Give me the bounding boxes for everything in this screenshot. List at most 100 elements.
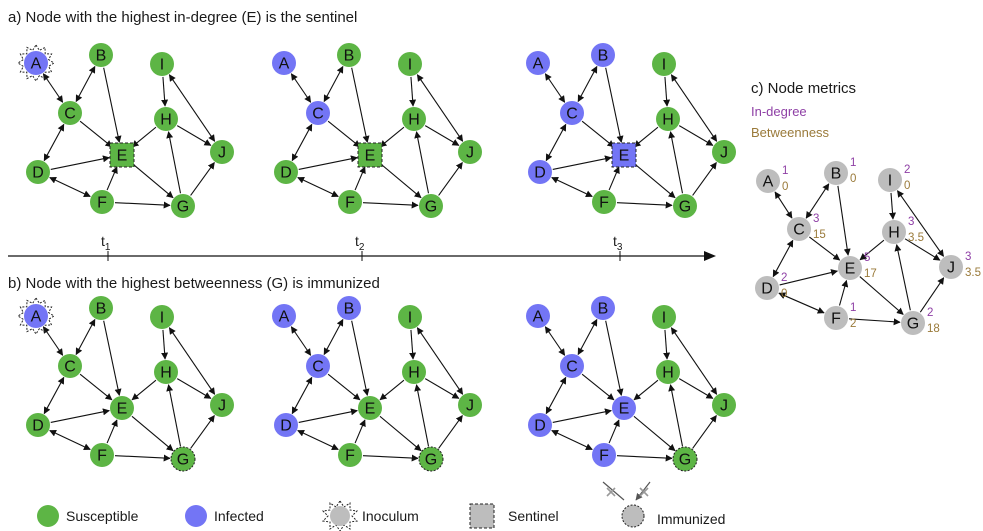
node-label: A	[763, 174, 774, 191]
node-circle	[58, 101, 82, 125]
metrics-legend-in-degree: In-degree	[751, 104, 807, 119]
edge-m-I-J	[897, 190, 944, 257]
node-circle	[458, 140, 482, 164]
node-circle	[591, 296, 615, 320]
node-e: E	[357, 142, 383, 168]
edge-I-J	[416, 74, 464, 142]
edge-H-E	[633, 379, 659, 401]
edge-H-E	[379, 379, 405, 401]
node-f: F	[90, 190, 114, 214]
node-label: G	[679, 199, 691, 216]
node-circle	[306, 101, 330, 125]
edge-B-C	[323, 318, 344, 356]
node-e: E	[612, 396, 636, 420]
node-circle	[824, 306, 848, 330]
betweenness-value: 3.5	[908, 232, 924, 244]
node-label: E	[365, 148, 376, 165]
node-circle	[90, 190, 114, 214]
betweenness-value: 2	[850, 318, 856, 330]
node-d: D	[528, 413, 552, 437]
node-c: C	[306, 101, 330, 125]
node-label: B	[96, 48, 107, 65]
node-h: H	[656, 107, 680, 131]
edge-F-E	[354, 166, 366, 191]
node-circle	[592, 443, 616, 467]
node-circle	[939, 255, 963, 279]
node-label: I	[408, 57, 412, 74]
network-panels: A B C D E F G H I J A B C D E F G H I J A B C D E F G H I J A B C D E F G H I J…	[17, 43, 736, 472]
node-circle	[272, 304, 296, 328]
metric-node-e: E5 17	[838, 252, 877, 280]
in-degree-value: 1	[782, 165, 788, 177]
node-circle	[528, 413, 552, 437]
node-d: D	[274, 160, 298, 184]
edge-G-H	[668, 384, 684, 447]
node-label: C	[312, 359, 324, 376]
edge-F-G	[616, 201, 673, 209]
node-c: C	[306, 354, 330, 378]
node-circle	[338, 443, 362, 467]
edge-I-H	[409, 76, 417, 107]
node-label: D	[534, 165, 546, 182]
legend-susceptible-label: Susceptible	[66, 508, 139, 524]
edge-F-G	[362, 201, 419, 209]
node-label: C	[566, 106, 578, 123]
node-circle	[526, 304, 550, 328]
node-circle	[712, 140, 736, 164]
node-e: E	[110, 396, 134, 420]
edge-m-H-J	[904, 238, 941, 261]
node-label: D	[280, 418, 292, 435]
node-circle	[358, 396, 382, 420]
node-label: B	[598, 48, 609, 65]
edge-E-G	[379, 415, 422, 452]
node-label: D	[761, 281, 773, 298]
panel-a2-edges	[290, 65, 464, 209]
node-i: I	[398, 52, 422, 76]
node-circle	[673, 194, 697, 218]
node-label: A	[31, 309, 42, 326]
in-degree-value: 2	[904, 164, 910, 176]
node-e: E	[109, 142, 135, 168]
node-circle	[338, 190, 362, 214]
edge-E-G	[633, 415, 676, 452]
panel-b1-edges	[42, 318, 216, 465]
edge-F-G	[616, 454, 673, 462]
node-i: I	[652, 305, 676, 329]
node-circle	[652, 305, 676, 329]
node-h: H	[402, 360, 426, 384]
title-c: c) Node metrics	[751, 80, 856, 97]
node-circle	[24, 304, 48, 328]
node-label: A	[533, 309, 544, 326]
metric-node-i: I2 0	[878, 164, 910, 192]
node-circle	[306, 354, 330, 378]
edge-C-D	[43, 123, 65, 162]
panel-b2-edges	[290, 318, 464, 465]
edge-G-J	[692, 161, 717, 196]
edge-B-E	[605, 320, 624, 396]
edge-m-G-H	[894, 244, 911, 311]
metric-node-h: H3 3.5	[882, 216, 924, 244]
edge-I-H	[161, 329, 169, 360]
edge-H-J	[678, 378, 714, 399]
edge-H-J	[424, 378, 460, 399]
edge-I-J	[168, 74, 216, 142]
node-label: H	[662, 365, 674, 382]
node-label: G	[177, 199, 189, 216]
edge-C-E	[79, 373, 113, 401]
panel-b1: A B C D E F G H I J	[17, 296, 234, 472]
edge-F-E	[354, 419, 366, 444]
node-circle	[591, 43, 615, 67]
betweenness-value: 3.5	[965, 267, 981, 279]
edge-I-J	[168, 327, 216, 395]
node-label: C	[312, 106, 324, 123]
in-degree-value: 2	[781, 272, 787, 284]
edge-H-J	[176, 378, 212, 399]
node-label: E	[117, 401, 128, 418]
edge-G-H	[414, 131, 430, 194]
legend-inoculum-label: Inoculum	[362, 508, 419, 524]
betweenness-value: 0	[850, 173, 856, 185]
legend-immunized-label: Immunized	[657, 511, 725, 527]
node-a: A	[17, 297, 55, 335]
node-h: H	[402, 107, 426, 131]
